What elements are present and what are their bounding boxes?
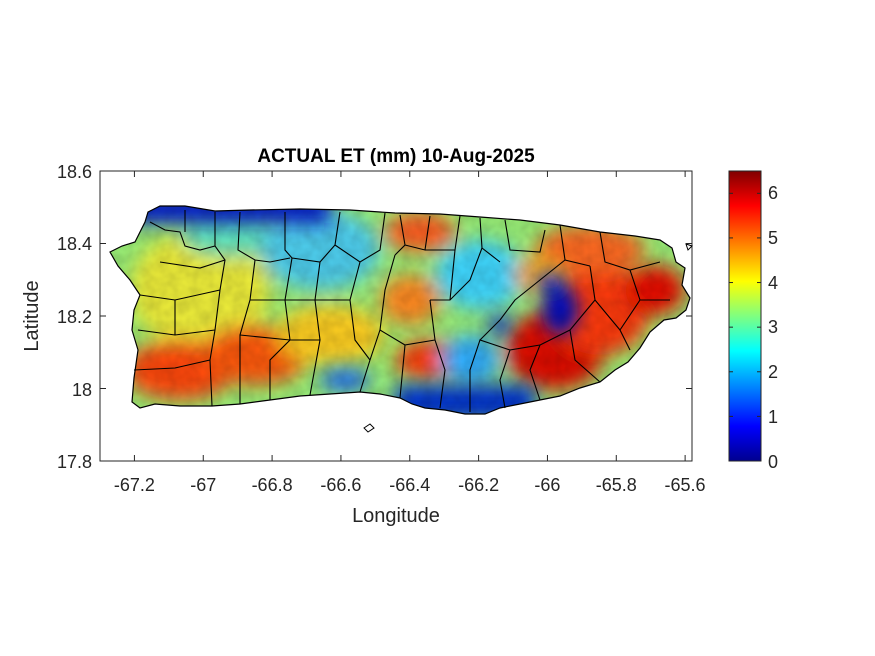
y-tick-label: 18 xyxy=(72,380,92,400)
municipal-boundaries xyxy=(133,210,670,412)
y-axis-label: Latitude xyxy=(21,280,43,351)
boundary-line xyxy=(479,319,501,341)
boundary-line xyxy=(209,289,221,407)
x-axis-label: Longitude xyxy=(352,505,440,527)
y-tick-label: 18.6 xyxy=(57,162,92,182)
colorbar-tick-marks xyxy=(729,192,761,462)
x-tick-label: -67 xyxy=(190,475,216,495)
boundary-line xyxy=(133,359,211,371)
boundary-line xyxy=(469,339,511,412)
boundary-line xyxy=(159,259,226,269)
colorbar: 6 5 4 3 2 1 0 xyxy=(728,170,778,472)
x-tick-label: -66.8 xyxy=(252,475,293,495)
heatmap-speckle xyxy=(110,206,690,414)
boundary-line xyxy=(359,329,406,393)
boundary-line xyxy=(569,299,601,383)
boundary-line xyxy=(379,254,396,331)
colorbar-tick-label: 2 xyxy=(768,362,778,382)
x-tick-label: -66.2 xyxy=(458,475,499,495)
y-tick-label: 18.4 xyxy=(57,234,92,254)
islet-caja-de-muertos xyxy=(363,423,375,433)
boundary-line xyxy=(430,247,483,301)
x-tick-label: -67.2 xyxy=(114,475,155,495)
boundary-line xyxy=(239,334,320,341)
colorbar-tick-label: 1 xyxy=(768,407,778,427)
colorbar-gradient xyxy=(728,170,762,462)
colorbar-tick-label: 6 xyxy=(768,183,778,203)
boundary-line xyxy=(214,212,226,291)
colorbar-tick-label: 0 xyxy=(768,452,778,472)
boundary-line xyxy=(599,231,661,271)
colorbar-tick-label: 4 xyxy=(768,273,778,293)
y-axis: 18.6 18.4 18.2 18 17.8 Latitude xyxy=(21,162,692,472)
colorbar-tick-label: 3 xyxy=(768,317,778,337)
boundary-line xyxy=(529,329,571,401)
boundary-line xyxy=(284,212,293,259)
y-tick-marks xyxy=(100,170,692,462)
x-tick-label: -66 xyxy=(534,475,560,495)
boundary-line xyxy=(504,219,546,253)
boundary-line xyxy=(309,261,321,396)
x-tick-label: -65.8 xyxy=(596,475,637,495)
x-axis: -67.2 -67 -66.8 -66.6 -66.4 -66.2 -66 -6… xyxy=(114,171,706,527)
boundary-line xyxy=(149,221,216,251)
x-tick-label: -66.6 xyxy=(320,475,361,495)
colorbar-tick-label: 5 xyxy=(768,228,778,248)
boundary-line xyxy=(449,249,456,301)
boundary-line xyxy=(239,259,256,404)
boundary-line xyxy=(349,261,371,361)
y-tick-label: 18.2 xyxy=(57,307,92,327)
x-tick-marks xyxy=(133,171,686,461)
boundary-line xyxy=(291,211,341,263)
x-tick-label: -65.6 xyxy=(664,475,705,495)
x-tick-label: -66.4 xyxy=(389,475,430,495)
boundary-line xyxy=(499,344,541,409)
y-tick-label: 17.8 xyxy=(57,452,92,472)
boundary-line xyxy=(499,259,566,321)
chart-title: ACTUAL ET (mm) 10-Aug-2025 xyxy=(257,146,535,167)
et-heatmap xyxy=(110,206,690,414)
boundary-line xyxy=(429,299,446,409)
islet-east xyxy=(685,243,693,251)
boundary-line xyxy=(334,212,386,263)
